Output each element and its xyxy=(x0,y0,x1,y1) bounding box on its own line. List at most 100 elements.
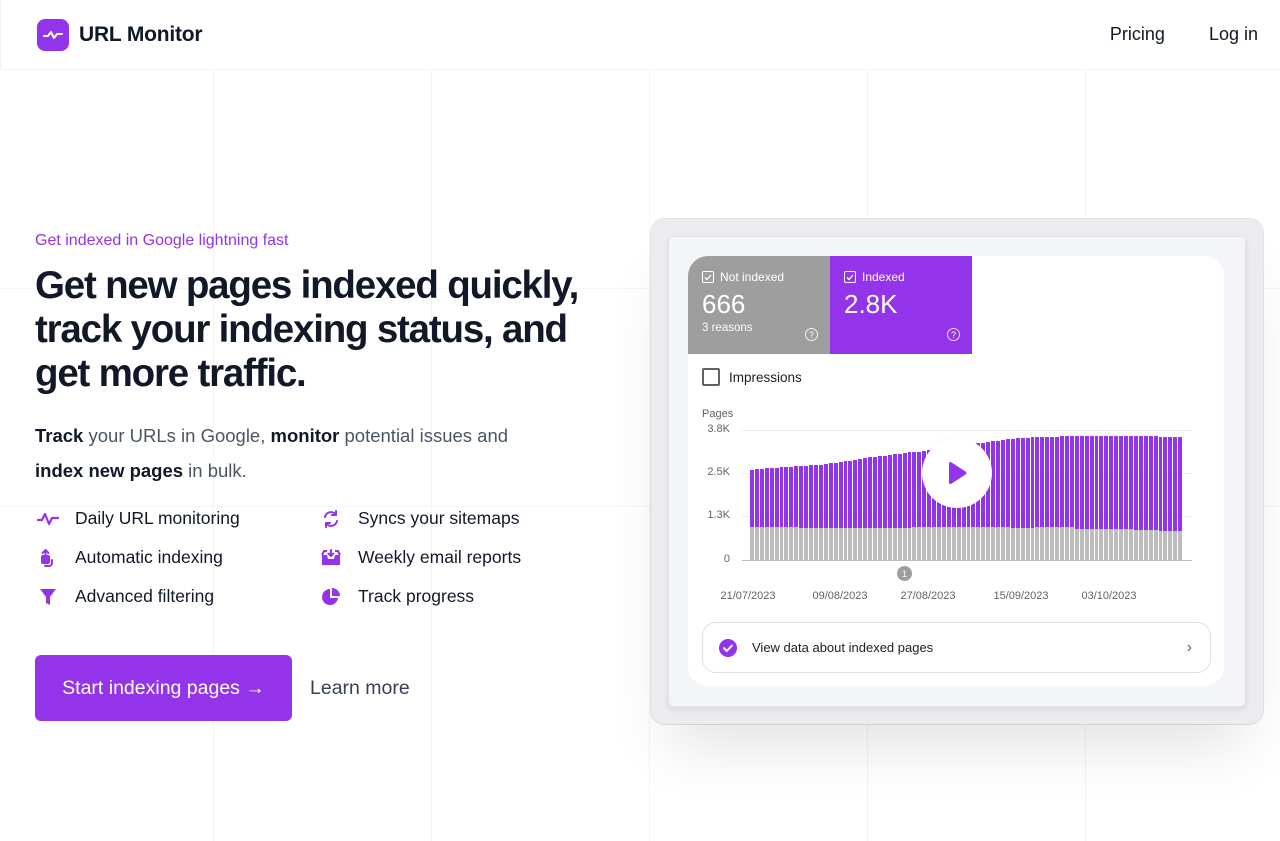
chart-bar xyxy=(1178,436,1183,560)
tile-value: 666 xyxy=(702,289,746,319)
chart-bar xyxy=(804,465,809,560)
chart-bar xyxy=(833,462,838,560)
help-icon[interactable]: ? xyxy=(805,328,818,341)
brand-name: URL Monitor xyxy=(79,22,203,46)
nav-login-link[interactable]: Log in xyxy=(1208,24,1258,44)
subtext-bold-track: Track xyxy=(35,425,84,446)
chart-bar xyxy=(873,456,877,560)
chart-bar xyxy=(892,454,897,560)
start-indexing-button[interactable]: Start indexing pages → xyxy=(35,655,292,721)
tile-label: Not indexed xyxy=(720,270,785,284)
chart-bar xyxy=(912,452,917,560)
chart-bar xyxy=(828,463,833,560)
feature-item: Automatic indexing xyxy=(35,545,318,570)
annotation-marker[interactable]: 1 xyxy=(897,566,912,581)
chart-bar xyxy=(1079,436,1084,560)
x-tick: 27/08/2023 xyxy=(900,590,956,602)
tile-label: Indexed xyxy=(862,270,905,284)
chart-bar xyxy=(1089,436,1094,560)
x-tick: 03/10/2023 xyxy=(1081,590,1137,602)
chart-bar xyxy=(1045,436,1050,560)
checkbox-checked-icon xyxy=(702,271,714,283)
hero-headline: Get new pages indexed quickly, track you… xyxy=(35,264,579,395)
chart-bar xyxy=(858,459,863,560)
chart-bar xyxy=(1148,436,1153,560)
chart-bar xyxy=(1001,440,1005,560)
pulse-icon xyxy=(35,508,61,530)
chart-bar xyxy=(1163,436,1168,560)
chart-bar xyxy=(1143,436,1148,560)
y-tick: 2.5K xyxy=(707,466,730,478)
chart-bar xyxy=(1030,437,1035,560)
subtext-bold-monitor: monitor xyxy=(270,425,340,446)
pie-chart-icon xyxy=(318,586,344,608)
tile-value: 2.8K xyxy=(844,289,898,319)
chart-bar xyxy=(887,455,892,560)
learn-more-link[interactable]: Learn more xyxy=(310,676,410,699)
y-tick: 1.3K xyxy=(707,509,730,521)
chart-bar xyxy=(907,451,912,560)
chart-bar xyxy=(1050,436,1055,560)
feature-label: Advanced filtering xyxy=(75,586,215,606)
hero-subtext: Track your URLs in Google, monitor poten… xyxy=(35,418,605,488)
chart-bar xyxy=(877,456,882,560)
chart-bar xyxy=(1173,436,1178,560)
chart-bar xyxy=(1153,436,1158,560)
chart-bar xyxy=(897,453,902,560)
chart-bar xyxy=(1138,436,1143,560)
chart-bar xyxy=(818,464,823,560)
product-screenshot-frame: Not indexed 666 3 reasons ? Indexed 2.8K… xyxy=(651,219,1263,724)
feature-item: Track progress xyxy=(318,584,578,609)
chart-bar xyxy=(1099,436,1104,560)
chart-bar xyxy=(1060,436,1064,560)
tile-subtext: 3 reasons xyxy=(702,322,753,334)
feature-label: Automatic indexing xyxy=(75,547,223,567)
tile-not-indexed[interactable]: Not indexed 666 3 reasons ? xyxy=(688,256,830,354)
help-icon[interactable]: ? xyxy=(947,328,960,341)
chart-bar xyxy=(1128,436,1133,560)
feature-item: Weekly email reports xyxy=(318,545,578,570)
chart-bar xyxy=(1133,436,1138,560)
chart-bar xyxy=(813,464,818,560)
inbox-download-icon xyxy=(318,547,344,569)
view-indexed-pages-row[interactable]: View data about indexed pages › xyxy=(702,622,1211,673)
chart-bar xyxy=(1124,436,1128,560)
chart-bar xyxy=(1084,436,1089,560)
feature-label: Track progress xyxy=(358,586,475,606)
chart-bar xyxy=(1119,436,1124,560)
chart-bar xyxy=(754,469,759,560)
chart-bar xyxy=(1114,436,1119,560)
impressions-toggle[interactable]: Impressions xyxy=(688,354,1224,386)
pages-chart: Pages 3.8K 2.5K 1.3K 0 1 21/07/2023 09/0… xyxy=(688,404,1224,614)
chart-bar xyxy=(917,451,922,560)
subtext-text: in bulk. xyxy=(183,460,247,481)
upload-icon xyxy=(35,547,61,569)
chart-bar xyxy=(750,469,754,560)
chart-bar xyxy=(794,466,799,560)
brand[interactable]: URL Monitor xyxy=(37,18,203,51)
chart-bar xyxy=(1069,436,1074,560)
chart-bar xyxy=(838,461,843,560)
feature-label: Daily URL monitoring xyxy=(75,508,240,528)
chart-bar xyxy=(1035,437,1040,560)
hero-eyebrow: Get indexed in Google lightning fast xyxy=(35,232,289,249)
feature-list: Daily URL monitoring Syncs your sitemaps… xyxy=(35,506,605,609)
chart-bar xyxy=(1168,436,1173,560)
top-navbar: URL Monitor Pricing Log in xyxy=(0,0,1280,70)
play-icon xyxy=(949,461,967,485)
checkbox-unchecked-icon[interactable] xyxy=(702,368,720,386)
nav-links: Pricing Log in xyxy=(1110,24,1258,45)
nav-pricing-link[interactable]: Pricing xyxy=(1109,24,1165,44)
chart-bar xyxy=(843,461,848,560)
pulse-icon xyxy=(37,18,69,51)
chart-bar xyxy=(1094,436,1099,560)
refresh-icon xyxy=(318,508,344,530)
summary-tiles: Not indexed 666 3 reasons ? Indexed 2.8K… xyxy=(688,256,1224,354)
play-video-button[interactable] xyxy=(922,438,992,508)
chart-bar xyxy=(759,468,764,560)
tile-indexed[interactable]: Indexed 2.8K ? xyxy=(830,256,972,354)
chart-bar xyxy=(1158,436,1163,560)
chart-bar xyxy=(996,440,1001,560)
subtext-text: potential issues and xyxy=(339,425,509,446)
chart-bar xyxy=(1109,436,1114,560)
